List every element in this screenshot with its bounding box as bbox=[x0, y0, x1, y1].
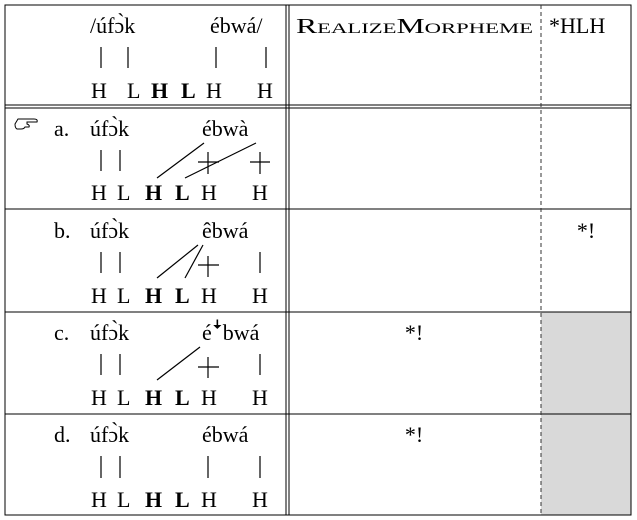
candidate-row-d: d. úfɔ̀k ébwá H L H L H H *! bbox=[54, 422, 423, 512]
candidate-tone: L bbox=[175, 180, 190, 205]
input-tone: H bbox=[257, 78, 273, 103]
candidate-row-c: c. úfɔ̀k éꜜbwá H L H L H H *! bbox=[54, 319, 423, 410]
candidate-tone: L bbox=[117, 487, 130, 512]
candidate-tone: H bbox=[201, 283, 217, 308]
candidate-tone: H bbox=[201, 487, 217, 512]
input-tone: H bbox=[91, 78, 107, 103]
input-form: /úfɔ̀k ébwá/ H L H L H H bbox=[90, 13, 273, 103]
candidate-word1: úfɔ̀k bbox=[90, 422, 129, 447]
pointing-hand-icon bbox=[14, 118, 38, 130]
input-tone: H bbox=[206, 78, 222, 103]
candidate-tone: H bbox=[252, 385, 268, 410]
candidate-row-a: a. úfɔ̀k ébwà H L H L H H bbox=[14, 116, 270, 205]
candidate-word1: úfɔ̀k bbox=[90, 218, 129, 243]
candidate-tone: H bbox=[201, 385, 217, 410]
candidate-word2: éꜜbwá bbox=[202, 319, 260, 345]
candidate-tone: H bbox=[91, 180, 107, 205]
candidate-tone: H bbox=[145, 283, 162, 308]
input-tone: H bbox=[151, 78, 168, 103]
candidate-tone: L bbox=[175, 385, 190, 410]
candidate-word2: ébwà bbox=[202, 116, 249, 141]
constraint-realize-morpheme: RealizeMorpheme bbox=[296, 14, 533, 38]
candidate-tone: H bbox=[252, 487, 268, 512]
candidate-label: a. bbox=[54, 116, 69, 141]
candidate-tone: H bbox=[91, 487, 107, 512]
candidate-label: c. bbox=[54, 320, 69, 345]
candidate-tone: H bbox=[145, 385, 162, 410]
candidate-tone: L bbox=[175, 283, 190, 308]
candidate-word2: ébwá bbox=[202, 422, 249, 447]
candidate-tone: L bbox=[175, 487, 190, 512]
violation-hlh: *! bbox=[577, 218, 595, 243]
candidate-tone: L bbox=[117, 385, 130, 410]
candidate-tone: H bbox=[145, 487, 162, 512]
candidate-tone: H bbox=[91, 385, 107, 410]
candidate-word1: úfɔ̀k bbox=[90, 320, 129, 345]
candidate-word2: êbwá bbox=[202, 218, 249, 243]
shaded-cell-c bbox=[541, 312, 631, 414]
candidate-word1: úfɔ̀k bbox=[90, 116, 129, 141]
candidate-tone: H bbox=[252, 180, 268, 205]
candidate-label: d. bbox=[54, 422, 71, 447]
violation-realize-morpheme: *! bbox=[405, 422, 423, 447]
input-tone: L bbox=[181, 78, 196, 103]
candidate-label: b. bbox=[54, 218, 71, 243]
candidate-tone: H bbox=[252, 283, 268, 308]
candidate-tone: H bbox=[145, 180, 162, 205]
candidate-tone: H bbox=[91, 283, 107, 308]
candidate-tone: H bbox=[201, 180, 217, 205]
shaded-cell-d bbox=[541, 414, 631, 515]
input-word1: /úfɔ̀k bbox=[90, 13, 135, 38]
input-word2: ébwá/ bbox=[210, 13, 263, 38]
violation-realize-morpheme: *! bbox=[405, 320, 423, 345]
candidate-tone: L bbox=[117, 283, 130, 308]
candidate-tone: L bbox=[117, 180, 130, 205]
input-tone: L bbox=[127, 78, 140, 103]
constraint-hlh: *HLH bbox=[549, 13, 605, 38]
table-grid bbox=[4, 4, 632, 516]
candidate-row-b: b. úfɔ̀k êbwá H L H L H H *! bbox=[54, 218, 595, 308]
